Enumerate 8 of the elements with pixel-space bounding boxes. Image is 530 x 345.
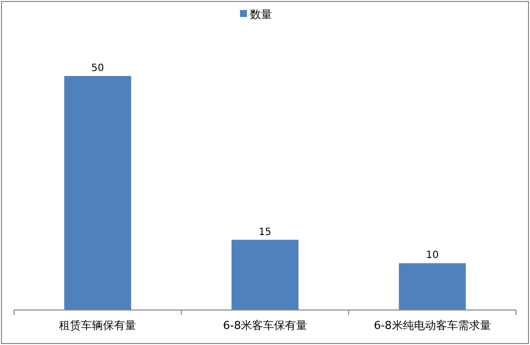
data-label: 10 bbox=[426, 250, 439, 262]
data-label: 50 bbox=[91, 63, 104, 74]
x-tick-label: 6-8米纯电动客车需求量 bbox=[374, 319, 491, 332]
legend-label: 数量 bbox=[250, 8, 272, 21]
legend: 数量 bbox=[240, 8, 272, 21]
x-tick-label: 租赁车辆保有量 bbox=[59, 319, 136, 332]
data-label: 15 bbox=[258, 226, 272, 238]
x-tick-label: 6-8米客车保有量 bbox=[223, 319, 307, 332]
